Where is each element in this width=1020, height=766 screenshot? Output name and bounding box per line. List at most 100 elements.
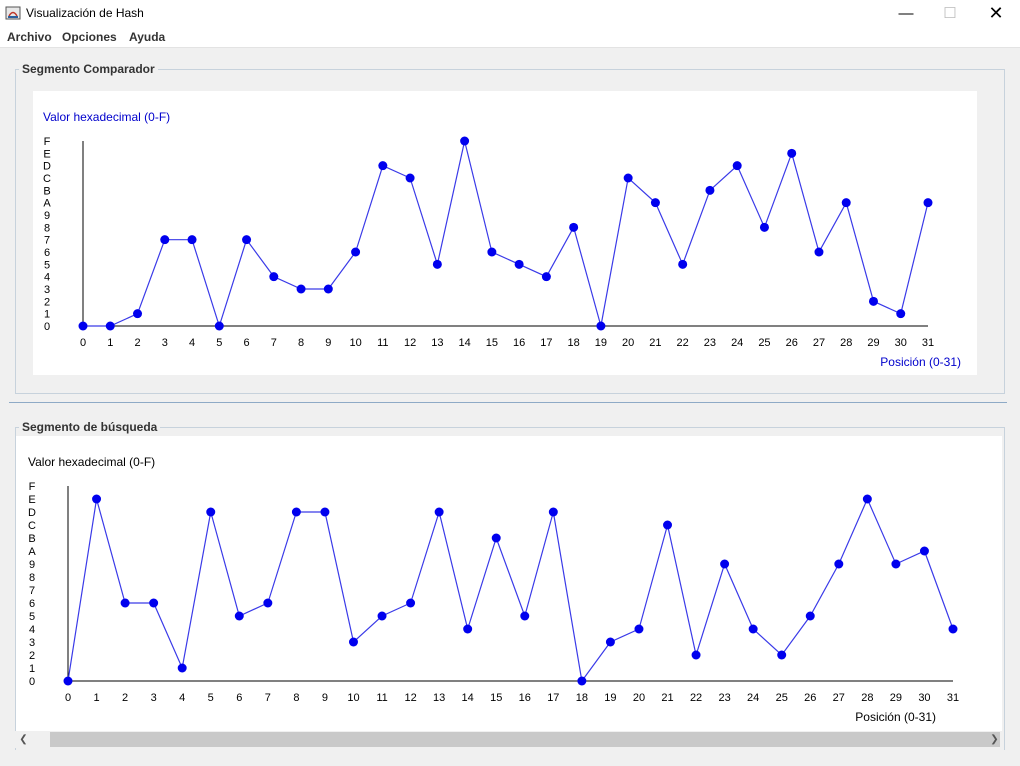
close-button[interactable]: ✕ <box>973 0 1019 27</box>
y-tick-label: F <box>29 481 36 493</box>
scroll-thumb[interactable] <box>50 732 1000 747</box>
data-point <box>596 321 606 331</box>
x-tick-label: 31 <box>922 337 934 349</box>
data-point <box>805 611 815 621</box>
x-tick-label: 31 <box>947 692 959 704</box>
splitter-divider[interactable] <box>9 402 1007 403</box>
window-title: Visualización de Hash <box>26 6 144 20</box>
comparator-panel <box>15 69 1005 394</box>
data-point <box>149 598 159 608</box>
data-point <box>92 494 102 504</box>
y-tick-label: 3 <box>44 284 50 296</box>
y-tick-label: D <box>43 161 51 173</box>
data-point <box>133 309 143 319</box>
x-tick-label: 7 <box>271 337 277 349</box>
x-tick-label: 16 <box>513 337 525 349</box>
data-point <box>787 148 797 158</box>
y-tick-label: 4 <box>29 624 35 636</box>
y-tick-label: 3 <box>29 637 35 649</box>
data-point <box>348 637 358 647</box>
data-point <box>351 247 361 257</box>
y-tick-label: D <box>28 507 36 519</box>
y-tick-label: B <box>28 533 35 545</box>
menu-bar: Archivo Opciones Ayuda <box>0 27 1020 48</box>
data-point <box>206 507 216 517</box>
x-tick-label: 10 <box>349 337 361 349</box>
x-tick-label: 30 <box>895 337 907 349</box>
x-tick-label: 25 <box>758 337 770 349</box>
data-point <box>434 507 444 517</box>
x-tick-label: 23 <box>718 692 730 704</box>
x-tick-label: 28 <box>840 337 852 349</box>
menu-archivo[interactable]: Archivo <box>7 30 52 44</box>
data-point <box>514 259 524 269</box>
y-tick-label: E <box>28 494 35 506</box>
data-point <box>120 598 130 608</box>
data-point <box>491 533 501 543</box>
y-axis-label: Valor hexadecimal (0-F) <box>28 455 155 469</box>
x-tick-label: 2 <box>134 337 140 349</box>
data-point <box>242 235 252 245</box>
x-tick-label: 24 <box>731 337 743 349</box>
data-point <box>460 136 470 146</box>
menu-opciones[interactable]: Opciones <box>62 30 117 44</box>
y-tick-label: 1 <box>44 309 50 321</box>
data-point <box>868 296 878 306</box>
close-icon: ✕ <box>988 3 1004 23</box>
x-tick-label: 0 <box>80 337 86 349</box>
comparator-chart-svg: Valor hexadecimal (0-F)Posición (0-31)01… <box>43 110 961 369</box>
search-chart: Valor hexadecimal (0-F) Posición (0-31) 0 1… <box>16 436 1002 731</box>
data-point <box>234 611 244 621</box>
data-point <box>732 161 742 171</box>
maximize-button[interactable]: ☐ <box>927 0 973 27</box>
y-tick-label: 9 <box>29 559 35 571</box>
x-tick-label: 16 <box>519 692 531 704</box>
x-tick-label: 3 <box>151 692 157 704</box>
x-tick-label: 29 <box>890 692 902 704</box>
data-point <box>377 611 387 621</box>
y-tick-label: 0 <box>44 321 50 333</box>
data-point <box>634 624 644 634</box>
y-tick-label: 2 <box>29 650 35 662</box>
data-point <box>378 161 388 171</box>
x-tick-label: 9 <box>325 337 331 349</box>
data-point <box>834 559 844 569</box>
minimize-button[interactable]: — <box>883 0 929 27</box>
x-tick-label: 15 <box>490 692 502 704</box>
x-tick-label: 8 <box>293 692 299 704</box>
data-point <box>748 624 758 634</box>
data-point <box>78 321 88 331</box>
data-point <box>541 272 551 282</box>
x-tick-label: 5 <box>208 692 214 704</box>
data-point <box>520 611 530 621</box>
minimize-icon: — <box>898 5 914 22</box>
y-tick-label: 6 <box>29 598 35 610</box>
data-point <box>623 173 633 183</box>
y-tick-label: A <box>43 198 51 210</box>
x-tick-label: 4 <box>179 692 185 704</box>
x-tick-label: 17 <box>547 692 559 704</box>
x-tick-label: 30 <box>918 692 930 704</box>
data-point <box>160 235 170 245</box>
data-point <box>432 259 442 269</box>
y-tick-label: 0 <box>29 676 35 688</box>
horizontal-scrollbar[interactable]: ❮ ❯ <box>15 731 1003 748</box>
x-tick-label: 27 <box>813 337 825 349</box>
data-point <box>896 309 906 319</box>
menu-ayuda[interactable]: Ayuda <box>129 30 166 44</box>
comparator-chart: Valor hexadecimal (0-F) Posición (0-31) 0 1… <box>33 91 977 375</box>
data-point <box>720 559 730 569</box>
x-tick-label: 12 <box>404 692 416 704</box>
scroll-left-button[interactable]: ❮ <box>15 731 32 748</box>
title-bar: Visualización de Hash — ☐ ✕ <box>0 0 1020 27</box>
series-line <box>83 140 929 328</box>
y-tick-label: 8 <box>29 572 35 584</box>
x-tick-label: 26 <box>786 337 798 349</box>
data-point <box>177 663 187 673</box>
x-tick-label: 13 <box>433 692 445 704</box>
x-tick-label: 29 <box>867 337 879 349</box>
search-panel-title: Segmento de búsqueda <box>19 420 161 434</box>
x-tick-label: 11 <box>376 692 387 704</box>
x-tick-label: 24 <box>747 692 759 704</box>
scroll-right-button[interactable]: ❯ <box>986 731 1003 748</box>
